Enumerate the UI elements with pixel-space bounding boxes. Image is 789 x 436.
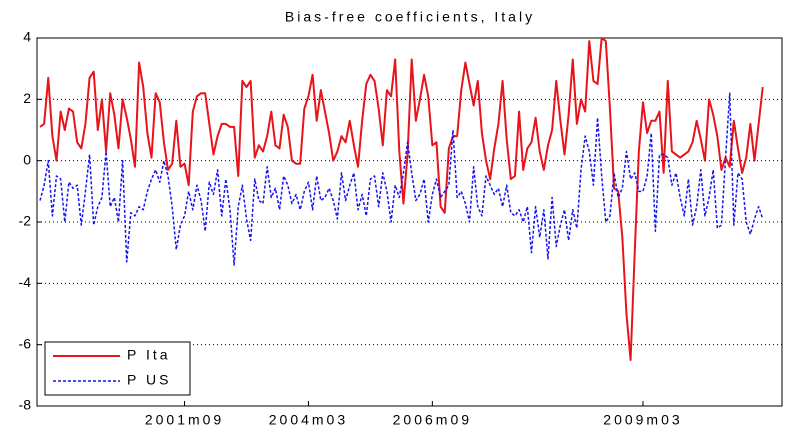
- series-line: [39, 37, 764, 361]
- y-tick-label: -2: [19, 213, 32, 229]
- x-tick-label: 2006m09: [393, 412, 472, 428]
- chart-title: Bias-free coefficients, Italy: [285, 9, 535, 25]
- y-tick-label: 2: [23, 90, 31, 106]
- y-tick-label: -6: [19, 335, 32, 351]
- legend-box: [44, 341, 191, 396]
- legend: P Ita P US: [44, 341, 191, 396]
- legend-label: P US: [127, 372, 171, 388]
- x-tick-label: 2004m03: [269, 412, 348, 428]
- y-tick-label: 4: [23, 29, 31, 45]
- legend-label: P Ita: [127, 347, 171, 363]
- x-tick-label: 2001m09: [145, 412, 224, 428]
- y-tick-label: -8: [19, 397, 32, 413]
- series-line: [39, 92, 764, 266]
- x-tick-label: 2009m03: [603, 412, 682, 428]
- y-tick-label: 0: [23, 151, 31, 167]
- y-tick-label: -4: [19, 274, 32, 290]
